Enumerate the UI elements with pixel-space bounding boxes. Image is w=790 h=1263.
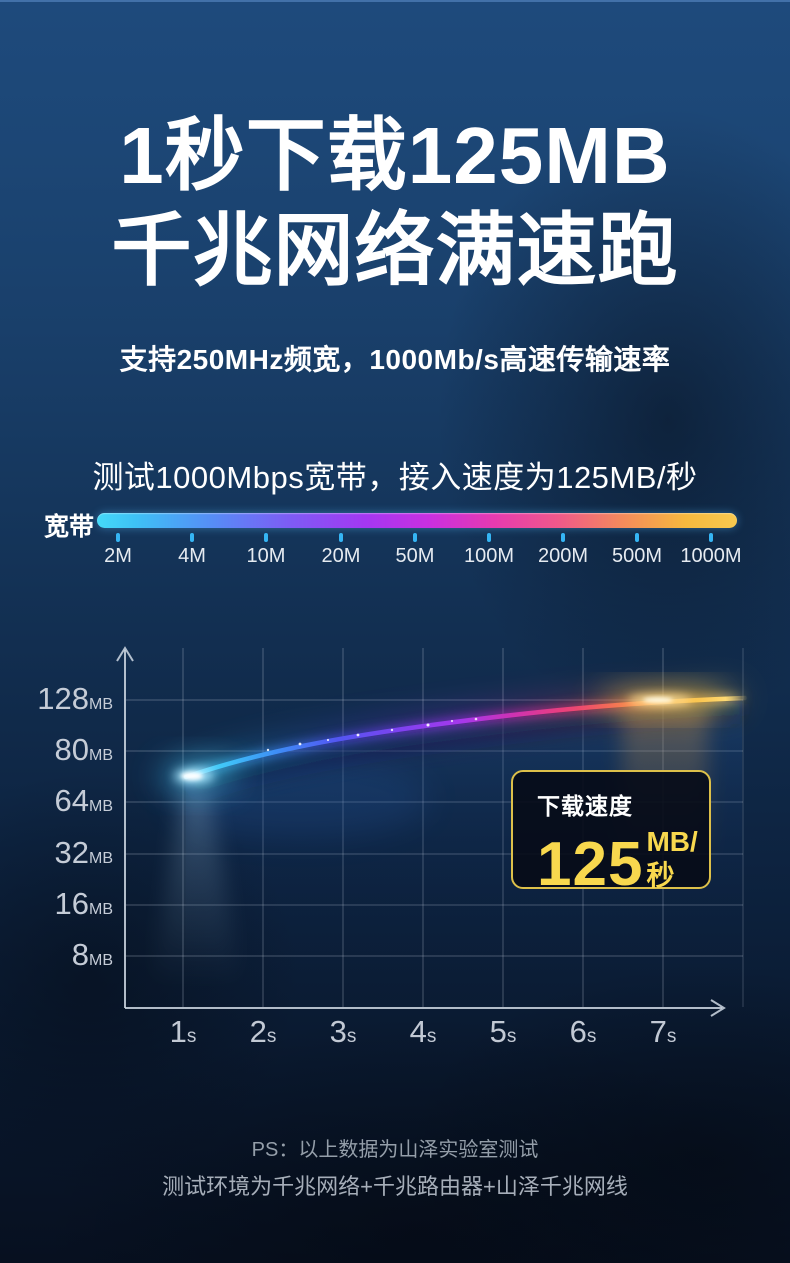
y-tick-label: 80MB: [54, 732, 113, 767]
tick-mark: [116, 533, 120, 542]
y-tick-label: 32MB: [54, 835, 113, 870]
end-flare: [598, 690, 726, 710]
y-tick-label: 128MB: [37, 681, 113, 716]
comet-head: [160, 762, 236, 790]
tick-mark: [561, 533, 565, 542]
y-tick-label: 64MB: [54, 783, 113, 818]
tick-mark: [709, 533, 713, 542]
footer-line1: PS：以上数据为山泽实验室测试: [251, 1139, 539, 1161]
tick-mark: [264, 533, 268, 542]
x-tick-label: 3s: [329, 1014, 357, 1049]
bandwidth-tick: 100M: [452, 533, 526, 568]
bandwidth-tick: 4M: [155, 533, 229, 568]
y-tick-label: 16MB: [54, 886, 113, 921]
hero-title-line1: 1秒下载125MB: [119, 111, 671, 200]
hero-title: 1秒下载125MB 千兆网络满速跑: [0, 108, 790, 298]
x-tick-label: 1s: [169, 1014, 197, 1049]
tick-mark: [190, 533, 194, 542]
top-edge-highlight: [0, 0, 790, 2]
x-tick-label: 2s: [249, 1014, 277, 1049]
callout-unit: MB/秒: [646, 826, 698, 891]
bandwidth-tick: 10M: [229, 533, 303, 568]
footer-line2: 测试环境为千兆网络+千兆路由器+山泽千兆网线: [162, 1174, 628, 1199]
callout-label: 下载速度: [537, 793, 633, 819]
bandwidth-tick: 1000M: [674, 533, 748, 568]
light-shaft: [152, 782, 242, 985]
y-tick-label: 8MB: [71, 937, 113, 972]
download-speed-callout: 下载速度 125 MB/秒: [511, 770, 711, 896]
tick-mark: [413, 533, 417, 542]
footer-notes: PS：以上数据为山泽实验室测试 测试环境为千兆网络+千兆路由器+山泽千兆网线: [0, 1133, 790, 1201]
tick-mark: [635, 533, 639, 542]
curve-sparkles: [266, 717, 478, 752]
bandwidth-tick: 2M: [81, 533, 155, 568]
x-tick-label: 7s: [649, 1014, 677, 1049]
bandwidth-tick: 200M: [526, 533, 600, 568]
bandwidth-gradient-bar: [97, 513, 737, 528]
test-heading: 测试1000Mbps宽带，接入速度为125MB/秒: [92, 460, 698, 495]
callout-value-row: 125 MB/秒: [537, 825, 709, 899]
hero-title-line2: 千兆网络满速跑: [111, 206, 679, 295]
tick-mark: [487, 533, 491, 542]
bandwidth-tick: 20M: [304, 533, 378, 568]
bandwidth-label: 宽带: [44, 513, 95, 541]
bandwidth-tick: 500M: [600, 533, 674, 568]
x-tick-label: 4s: [409, 1014, 437, 1049]
x-tick-label: 6s: [569, 1014, 597, 1049]
x-tick-label: 5s: [489, 1014, 517, 1049]
callout-value: 125: [537, 830, 644, 899]
tick-mark: [339, 533, 343, 542]
bandwidth-tick: 50M: [378, 533, 452, 568]
hero-subtitle: 支持250MHz频宽，1000Mb/s高速传输速率: [119, 344, 671, 375]
